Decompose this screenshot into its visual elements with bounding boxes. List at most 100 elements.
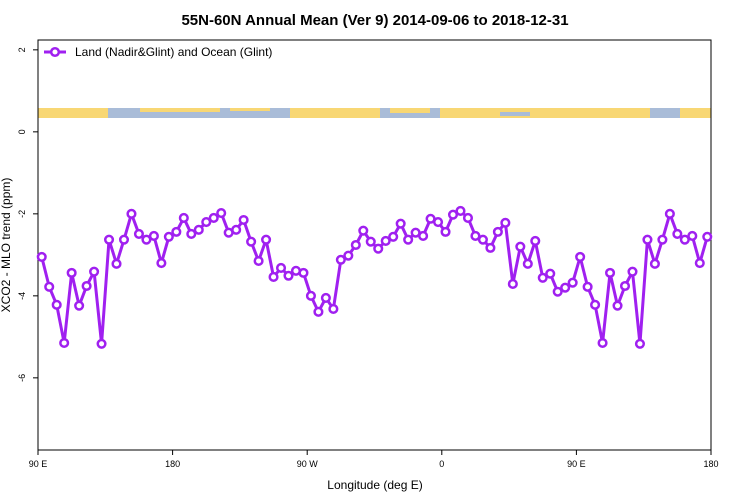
y-tick-label: 2 — [17, 47, 27, 52]
point — [261, 234, 272, 245]
point — [447, 209, 459, 220]
point — [567, 277, 578, 288]
x-tick-label: 90 E — [567, 459, 586, 469]
point — [433, 216, 444, 228]
point — [178, 212, 189, 223]
point — [350, 239, 361, 251]
point — [59, 337, 70, 349]
point — [208, 212, 219, 223]
point — [380, 235, 391, 246]
point — [582, 281, 593, 292]
point — [133, 228, 144, 239]
point — [358, 225, 369, 236]
point — [186, 228, 197, 239]
legend-label: Land (Nadir&Glint) and Ocean (Glint) — [75, 45, 272, 59]
y-tick-label: -4 — [17, 292, 27, 300]
x-tick-label: 180 — [165, 459, 180, 469]
point — [36, 251, 47, 262]
point — [89, 266, 100, 277]
point — [320, 292, 331, 303]
y-tick-label: -2 — [17, 210, 27, 218]
point — [522, 258, 533, 269]
point — [201, 216, 212, 228]
point — [118, 234, 130, 245]
point — [687, 230, 698, 242]
x-tick-label: 90 W — [297, 459, 319, 469]
point — [335, 254, 346, 265]
point — [74, 300, 85, 311]
point — [126, 208, 137, 219]
point — [66, 267, 77, 278]
y-tick-label: -6 — [17, 374, 27, 382]
point — [672, 228, 683, 239]
point — [171, 226, 182, 237]
point — [545, 268, 556, 279]
point — [440, 226, 451, 237]
point — [148, 230, 159, 242]
point — [246, 236, 257, 247]
point — [388, 231, 399, 242]
point — [193, 224, 204, 235]
point — [702, 231, 713, 242]
point — [283, 270, 294, 281]
x-tick-label: 90 E — [29, 459, 48, 469]
point — [657, 234, 668, 245]
point — [418, 230, 429, 242]
point — [163, 231, 174, 242]
point — [679, 234, 690, 245]
point — [470, 230, 481, 242]
point — [560, 282, 571, 293]
point — [268, 271, 279, 283]
point — [313, 306, 324, 317]
plot-frame — [37, 39, 712, 451]
point — [462, 212, 474, 223]
point — [649, 258, 660, 269]
point — [343, 250, 354, 261]
point — [455, 205, 466, 217]
point — [477, 234, 488, 245]
point — [403, 234, 414, 245]
point — [111, 258, 122, 269]
point — [590, 299, 601, 310]
point — [485, 242, 496, 253]
point — [103, 234, 115, 245]
point — [619, 280, 631, 292]
point — [597, 337, 608, 349]
point — [627, 266, 638, 277]
point — [530, 235, 541, 246]
point — [642, 234, 653, 245]
point — [694, 257, 705, 269]
y-axis-label: XCO2 - MLO trend (ppm) — [0, 178, 13, 313]
point — [634, 338, 646, 349]
y-tick-label: 0 — [17, 129, 27, 134]
point — [373, 243, 384, 254]
point — [231, 224, 242, 235]
point — [395, 218, 406, 229]
point — [305, 290, 316, 301]
point — [507, 278, 518, 290]
point — [51, 299, 62, 310]
point — [552, 286, 563, 297]
point — [492, 226, 503, 237]
point — [96, 338, 107, 349]
point — [81, 280, 92, 292]
point — [44, 281, 55, 292]
point — [605, 267, 616, 278]
point — [575, 251, 586, 262]
point — [275, 262, 287, 274]
point — [141, 234, 152, 245]
point — [664, 208, 675, 219]
x-axis-label: Longitude (deg E) — [327, 478, 422, 492]
point — [365, 236, 376, 247]
x-tick-label: 180 — [703, 459, 718, 469]
point — [253, 255, 264, 267]
point — [500, 217, 511, 228]
point — [216, 207, 227, 219]
x-tick-label: 0 — [439, 459, 444, 469]
point — [328, 303, 339, 315]
point — [515, 241, 526, 252]
point — [238, 214, 249, 226]
point — [612, 300, 623, 311]
point — [156, 257, 167, 269]
